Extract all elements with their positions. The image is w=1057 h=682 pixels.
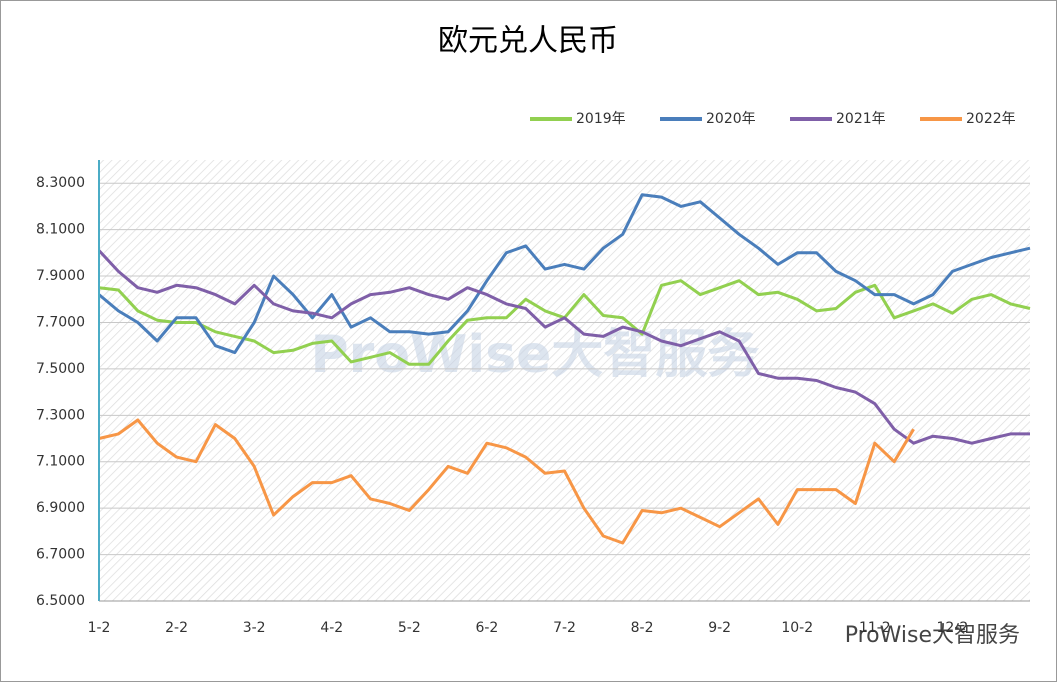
series-line — [98, 418, 915, 545]
x-tick-label: 11-2 — [859, 620, 891, 636]
x-tick-label: 12-2 — [937, 620, 969, 636]
y-tick-label: 7.3000 — [36, 407, 85, 423]
x-tick-label: 2-2 — [165, 620, 188, 636]
x-tick-label: 4-2 — [320, 620, 343, 636]
y-tick-label: 8.1000 — [36, 222, 85, 238]
y-tick-label: 7.5000 — [36, 361, 85, 377]
x-tick-label: 9-2 — [708, 620, 731, 636]
x-tick-label: 6-2 — [475, 620, 498, 636]
x-tick-label: 5-2 — [398, 620, 421, 636]
series-line — [97, 249, 1030, 445]
chart-title: 欧元兑人民币 — [438, 24, 618, 59]
legend-label: 2019年 — [576, 111, 626, 127]
x-tick-label: 1-2 — [88, 620, 111, 636]
y-tick-label: 6.5000 — [36, 593, 85, 609]
plot-area — [99, 160, 1030, 601]
y-tick-label: 6.9000 — [36, 500, 85, 516]
legend-label: 2020年 — [706, 111, 756, 127]
series-line — [98, 193, 1031, 355]
y-tick-label: 6.7000 — [36, 547, 85, 563]
y-tick-label: 7.1000 — [36, 454, 85, 470]
x-tick-label: 8-2 — [631, 620, 654, 636]
legend-label: 2022年 — [966, 111, 1016, 127]
x-tick-label: 3-2 — [243, 620, 266, 636]
legend-label: 2021年 — [836, 111, 886, 127]
x-tick-label: 10-2 — [781, 620, 813, 636]
footer-watermark: ProWise大智服务 — [845, 623, 1020, 648]
y-tick-label: 8.3000 — [36, 175, 85, 191]
y-tick-label: 7.7000 — [36, 314, 85, 330]
x-tick-label: 7-2 — [553, 620, 576, 636]
y-tick-label: 7.9000 — [36, 268, 85, 284]
